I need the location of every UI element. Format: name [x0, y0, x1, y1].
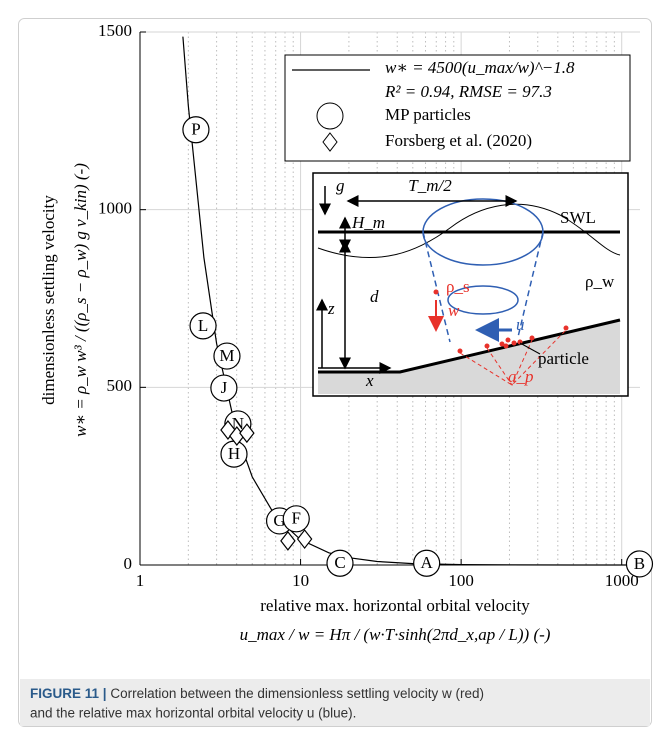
- particle-leader: [519, 342, 541, 355]
- point: [280, 530, 296, 551]
- ap-lines: [459, 329, 567, 387]
- legend-label: MP particles: [385, 105, 471, 124]
- inset-label: d: [370, 287, 379, 306]
- point: [182, 116, 210, 144]
- inset-label: T_m/2: [408, 176, 452, 195]
- point-label: L: [198, 316, 208, 335]
- legend-label: w∗ = 4500(u_max/w)^−1.8: [385, 58, 575, 77]
- point: [210, 374, 238, 402]
- inset-label: H_m: [351, 213, 385, 232]
- point-label: A: [421, 553, 434, 572]
- inset-label: ρ_w: [585, 272, 615, 291]
- point-label: G: [273, 511, 285, 530]
- point-label: J: [221, 378, 228, 397]
- caption: FIGURE 11 | Correlation between the dime…: [30, 686, 484, 701]
- inset-diagram: g T_m/2 H_m SWL d ρ_s w ρ_w z u particle…: [312, 172, 629, 397]
- seabed-line: [318, 318, 621, 374]
- inset-label: u: [516, 315, 525, 334]
- legend-box: [284, 54, 631, 162]
- point: [296, 529, 313, 550]
- inset-label: g: [336, 176, 345, 195]
- x-tick-label: 10: [292, 571, 309, 590]
- caption-label: FIGURE 11 |: [30, 686, 107, 701]
- point: [326, 549, 354, 577]
- point-label: C: [334, 553, 345, 572]
- legend: w∗ = 4500(u_max/w)^−1.8 R² = 0.94, RMSE =…: [284, 54, 631, 162]
- orbit: [447, 285, 519, 315]
- y-tick-label: 500: [107, 376, 133, 395]
- x-axis-formula: u_max / w = Hπ / (w·T·sinh(2πd_x,ap / L)…: [240, 625, 551, 644]
- inset-label: ρ_s: [446, 277, 470, 296]
- orbit-decay: [422, 231, 544, 343]
- x-tick-label: 1: [136, 571, 145, 590]
- x-axis-label: relative max. horizontal orbital velocit…: [260, 596, 530, 615]
- point-label: B: [634, 554, 645, 573]
- inset-label: x: [365, 371, 374, 390]
- inset-label: a_p: [508, 367, 534, 386]
- point: [282, 505, 310, 533]
- wave: [317, 203, 621, 259]
- legend-label: Forsberg et al. (2020): [385, 131, 532, 150]
- particle-dot: [433, 289, 439, 295]
- y-tick-label: 1000: [98, 199, 132, 218]
- fit-line: [182, 36, 641, 566]
- caption-box: [20, 679, 650, 726]
- legend-annotation: R² = 0.94, RMSE = 97.3: [384, 82, 552, 101]
- point: [239, 423, 255, 444]
- caption-text: and the relative max horizontal orbital …: [30, 706, 356, 721]
- inset-label: z: [327, 299, 335, 318]
- x-tick-label: 100: [448, 571, 474, 590]
- point-label: N: [232, 414, 244, 433]
- y-tick-label: 0: [124, 554, 133, 573]
- point-label: P: [191, 120, 200, 139]
- legend-marker: [322, 132, 338, 152]
- inset-label: particle: [538, 349, 589, 368]
- inset-label: w: [448, 301, 460, 320]
- y-axis-label: dimensionless settling velocity: [39, 195, 58, 405]
- inset-label: SWL: [560, 208, 596, 227]
- figure-border: [18, 18, 652, 727]
- point-label: M: [219, 346, 234, 365]
- caption-text: Correlation between the dimensionless se…: [110, 686, 484, 701]
- point: [625, 550, 654, 578]
- y-axis-formula: w∗ = ρ_w w³ / ((ρ_s − ρ_w) g ν_kin) (-): [71, 163, 90, 437]
- point: [413, 549, 441, 577]
- point: [189, 312, 217, 340]
- point-label: H: [228, 444, 240, 463]
- x-tick-label: 1000: [605, 571, 639, 590]
- point: [213, 342, 241, 370]
- y-tick-label: 1500: [98, 21, 132, 40]
- legend-marker: [316, 102, 344, 130]
- point-label: F: [292, 509, 301, 528]
